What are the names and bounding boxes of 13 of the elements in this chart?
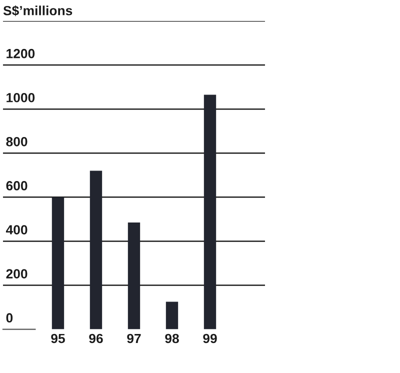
y-tick-label: 1200: [6, 48, 35, 58]
x-tick-label: 96: [89, 334, 103, 344]
y-axis-title: S$’millions: [3, 5, 72, 16]
y-tick-label: 400: [6, 225, 28, 234]
y-tick-label: 0: [6, 313, 13, 323]
y-tick-label: 800: [6, 137, 28, 146]
x-tick-label: 97: [127, 334, 141, 344]
x-tick-label: 95: [51, 334, 65, 344]
x-tick-label: 99: [203, 334, 217, 344]
y-tick-label: 600: [6, 181, 28, 190]
x-tick-label: 98: [165, 334, 179, 344]
y-tick-label: 200: [6, 269, 28, 278]
y-tick-label: 1000: [6, 92, 35, 102]
